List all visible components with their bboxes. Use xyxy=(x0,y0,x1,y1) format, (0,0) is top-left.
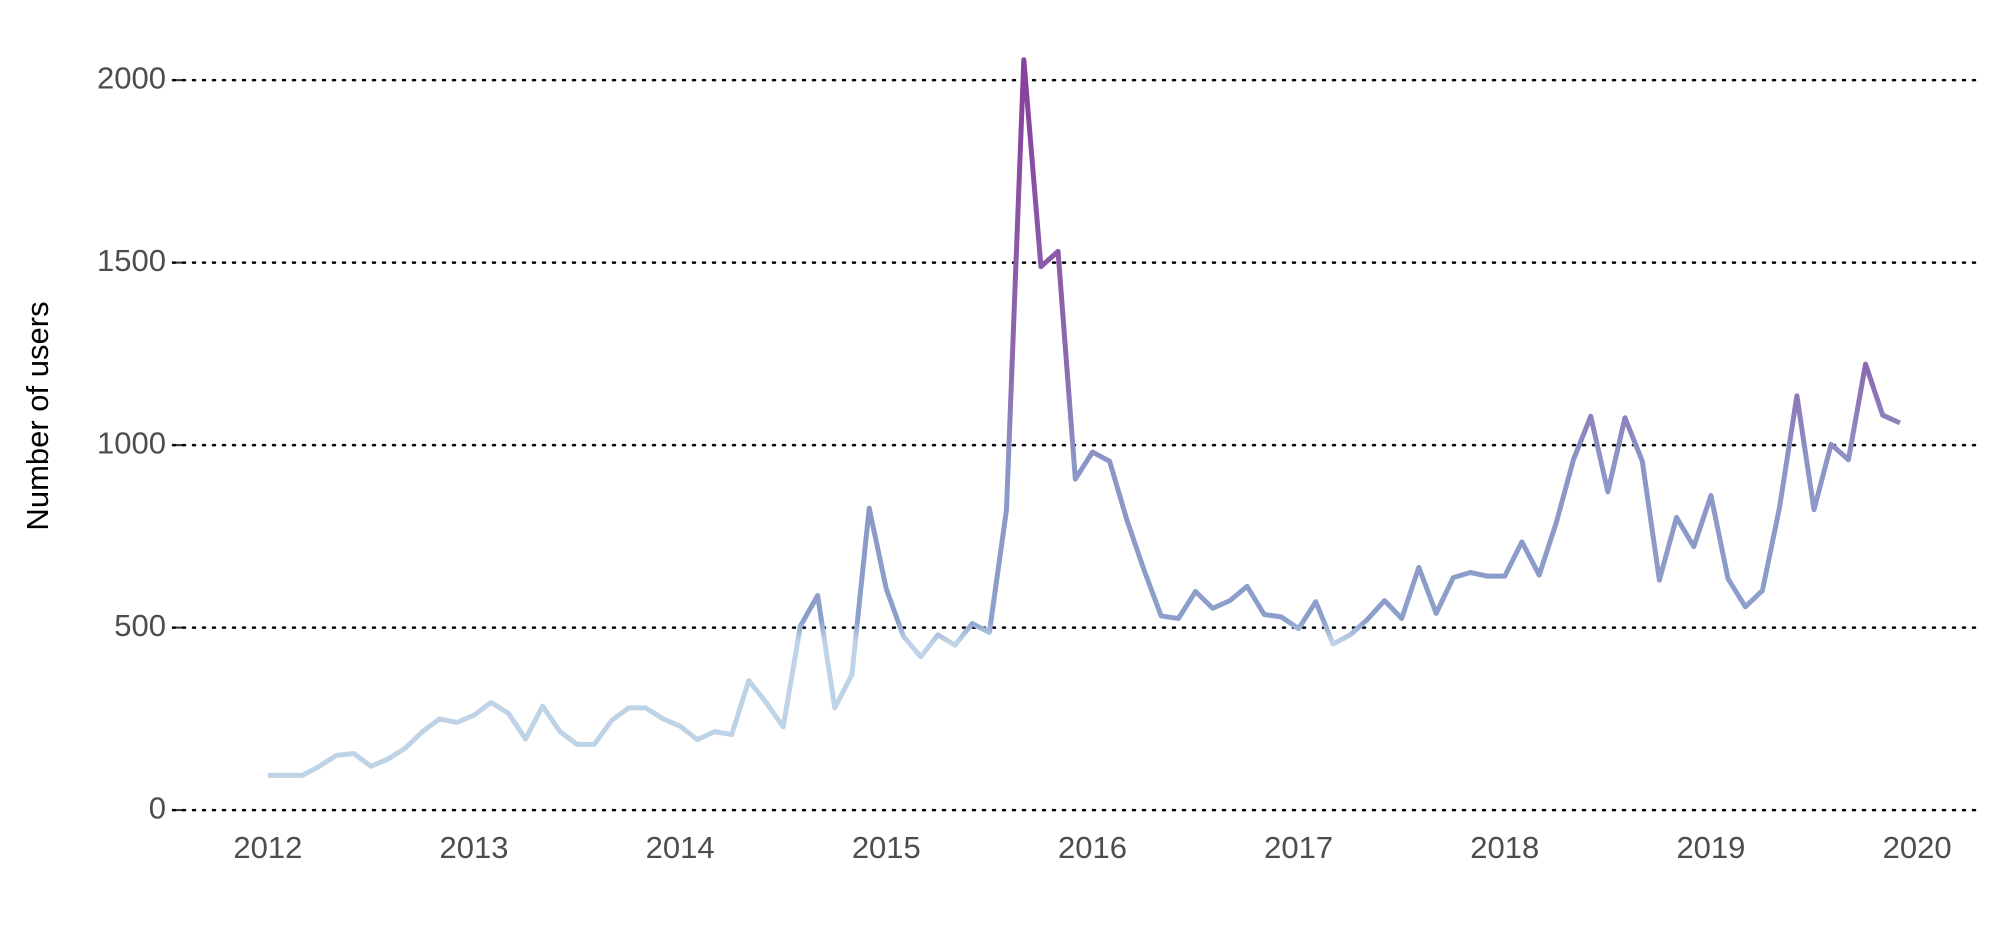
x-tick-label: 2014 xyxy=(646,830,715,865)
y-tick-label: 1500 xyxy=(97,243,166,278)
y-tick-label: 500 xyxy=(114,608,166,643)
x-tick-label: 2016 xyxy=(1058,830,1127,865)
x-tick-label: 2013 xyxy=(440,830,509,865)
x-tick-label: 2012 xyxy=(233,830,302,865)
x-tick-label: 2018 xyxy=(1470,830,1539,865)
x-tick-label: 2019 xyxy=(1676,830,1745,865)
x-tick-label: 2020 xyxy=(1883,830,1952,865)
x-tick-label: 2015 xyxy=(852,830,921,865)
x-tick-label: 2017 xyxy=(1264,830,1333,865)
data-line xyxy=(267,57,1901,778)
y-tick-label: 1000 xyxy=(97,425,166,460)
y-axis-title: Number of users xyxy=(20,301,55,530)
y-tick-label: 2000 xyxy=(97,60,166,95)
y-tick-label: 0 xyxy=(149,790,166,825)
